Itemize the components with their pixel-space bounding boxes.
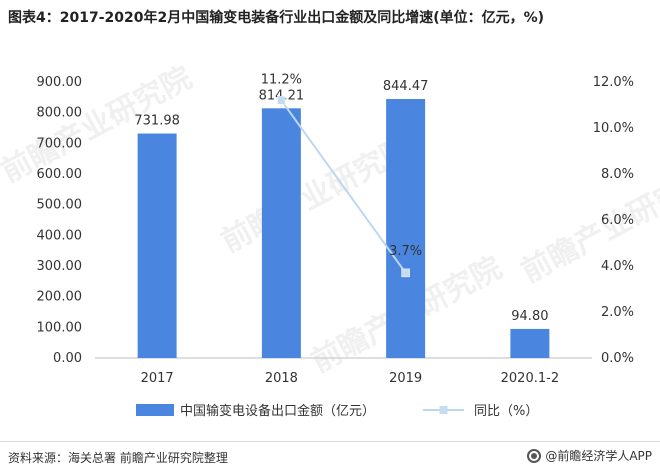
legend-line-label: 同比（%） — [474, 404, 538, 419]
y2-tick-label: 8.0% — [601, 167, 634, 182]
bar — [510, 328, 550, 358]
qianzhan-logo-icon — [527, 448, 542, 463]
x-tick-label: 2017 — [141, 371, 174, 386]
brand-text: @前瞻经济学人APP — [545, 449, 652, 463]
source-text: 资料来源：海关总署 前瞻产业研究院整理 — [8, 451, 228, 465]
y-tick-label: 100.00 — [37, 320, 83, 335]
bar — [386, 99, 426, 358]
bar-value-label: 94.80 — [511, 309, 548, 324]
y2-tick-label: 10.0% — [593, 121, 634, 136]
chart-title: 图表4：2017-2020年2月中国输变电装备行业出口金额及同比增速(单位：亿元… — [8, 10, 545, 26]
legend-bar-swatch — [136, 404, 174, 416]
legend-line-marker — [439, 406, 448, 414]
brand: @前瞻经济学人APP — [527, 447, 652, 464]
y2-tick-label: 12.0% — [593, 75, 634, 90]
y-tick-label: 700.00 — [37, 136, 83, 151]
bar — [261, 108, 301, 359]
y-tick-label: 400.00 — [37, 228, 83, 243]
growth-label: 11.2% — [261, 72, 302, 87]
chart-canvas: 0.00 100.00 200.00 300.00 400.00 500.00 600.00… — [37, 72, 635, 419]
y2-tick-label: 2.0% — [601, 305, 634, 320]
bar-value-label: 731.98 — [134, 114, 180, 129]
y2-tick-label: 4.0% — [601, 259, 634, 274]
y-tick-label: 0.00 — [53, 351, 82, 366]
x-tick-label: 2020.1-2 — [501, 371, 559, 386]
y2-tick-label: 0.0% — [601, 351, 634, 366]
y-tick-label: 900.00 — [37, 75, 83, 90]
x-tick-label: 2019 — [389, 371, 422, 386]
y-tick-label: 600.00 — [37, 167, 83, 182]
growth-line — [280, 99, 407, 274]
y-tick-label: 800.00 — [37, 106, 83, 121]
bar — [137, 133, 177, 358]
y-tick-label: 200.00 — [37, 290, 83, 305]
x-tick-label: 2018 — [265, 371, 298, 386]
bar-value-label: 814.21 — [259, 88, 305, 103]
growth-point — [401, 268, 410, 278]
growth-point — [277, 96, 286, 105]
growth-label: 3.7% — [389, 244, 422, 259]
legend-bar-label: 中国输变电设备出口金额（亿元） — [180, 403, 375, 419]
y-tick-label: 300.00 — [37, 259, 83, 274]
bar-value-label: 844.47 — [383, 79, 429, 94]
footer-divider — [0, 441, 660, 442]
y-tick-label: 500.00 — [37, 198, 83, 213]
y2-tick-label: 6.0% — [601, 213, 634, 228]
